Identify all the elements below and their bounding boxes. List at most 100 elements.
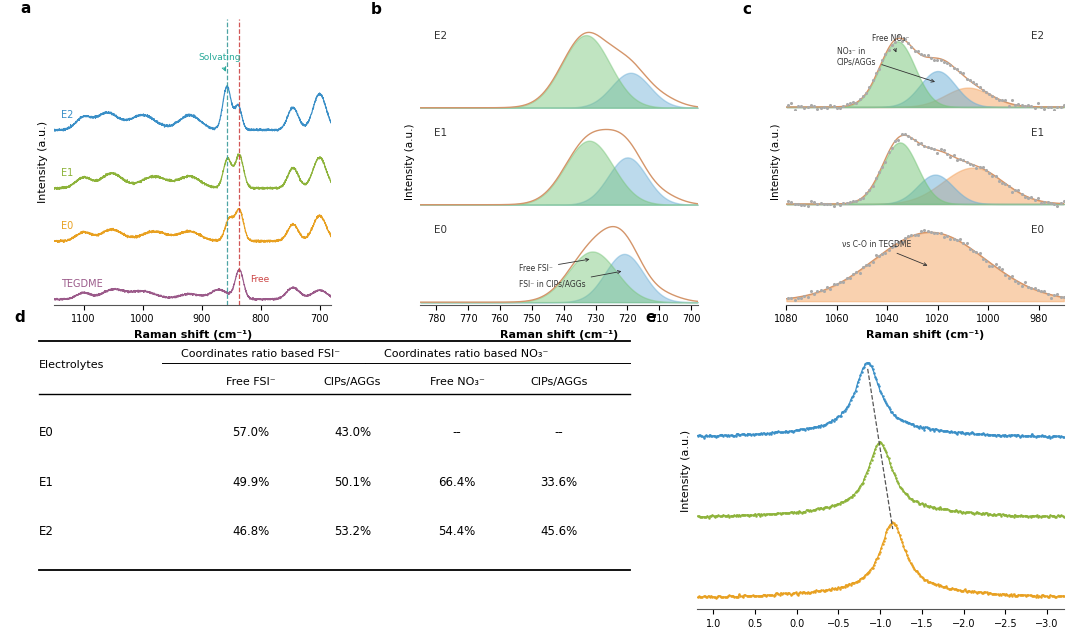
Point	[793, 293, 810, 303]
Text: E2: E2	[1031, 31, 1044, 41]
Point	[825, 279, 842, 289]
Point	[1026, 283, 1043, 293]
Point	[961, 75, 978, 85]
Point	[806, 289, 823, 299]
Point	[819, 103, 836, 113]
Point	[870, 251, 888, 261]
Point	[896, 129, 914, 139]
Point	[864, 181, 881, 191]
Text: a: a	[21, 1, 31, 16]
Point	[977, 87, 995, 97]
Point	[977, 256, 995, 266]
Point	[906, 46, 923, 57]
Point	[848, 97, 865, 107]
Text: FSI⁻ in CIPs/AGGs: FSI⁻ in CIPs/AGGs	[519, 271, 621, 289]
Text: Free FSI⁻: Free FSI⁻	[519, 258, 589, 273]
Point	[1029, 193, 1047, 203]
Point	[961, 244, 978, 254]
Point	[893, 129, 910, 139]
Text: c: c	[742, 3, 751, 17]
Point	[948, 155, 966, 165]
Point	[948, 235, 966, 245]
Text: 45.6%: 45.6%	[540, 525, 578, 538]
Point	[974, 163, 991, 173]
Y-axis label: Intensity (a.u.): Intensity (a.u.)	[771, 124, 781, 200]
Point	[802, 196, 820, 206]
Point	[984, 171, 1001, 181]
Point	[994, 95, 1011, 106]
Point	[880, 45, 897, 55]
Text: Free NO₃⁻: Free NO₃⁻	[873, 35, 909, 51]
Point	[968, 163, 985, 173]
Point	[984, 261, 1001, 271]
Text: e: e	[645, 310, 656, 325]
Point	[932, 227, 949, 237]
Text: --: --	[453, 426, 461, 439]
Point	[997, 95, 1014, 106]
Point	[877, 156, 894, 166]
Point	[1042, 293, 1059, 303]
Point	[783, 197, 800, 207]
Point	[1000, 180, 1017, 190]
Point	[948, 63, 966, 73]
Point	[997, 179, 1014, 189]
Point	[916, 50, 933, 60]
Point	[1013, 281, 1030, 291]
Point	[870, 64, 888, 74]
Point	[812, 198, 829, 208]
Text: CIPs/AGGs: CIPs/AGGs	[324, 377, 381, 387]
Point	[825, 101, 842, 111]
Point	[1026, 103, 1043, 113]
Text: NO₃⁻ in
CIPs/AGGs: NO₃⁻ in CIPs/AGGs	[837, 46, 934, 82]
Point	[832, 103, 849, 113]
Text: Coordinates ratio based NO₃⁻: Coordinates ratio based NO₃⁻	[384, 349, 549, 359]
Point	[968, 247, 985, 257]
Point	[958, 238, 975, 248]
Point	[851, 268, 868, 278]
Point	[874, 249, 891, 259]
Point	[819, 199, 836, 209]
Point	[971, 82, 988, 92]
Point	[926, 144, 943, 154]
Point	[890, 237, 907, 247]
Point	[929, 148, 946, 158]
Point	[942, 151, 959, 161]
Point	[1010, 278, 1027, 288]
Text: E1: E1	[1031, 128, 1044, 138]
Point	[854, 91, 872, 101]
Point	[913, 49, 930, 59]
Point	[981, 89, 998, 99]
Point	[945, 150, 962, 160]
Point	[786, 105, 804, 115]
Point	[1055, 291, 1072, 301]
Point	[819, 282, 836, 292]
Point	[990, 95, 1008, 105]
Point	[786, 295, 804, 305]
Point	[990, 176, 1008, 187]
Point	[887, 136, 904, 146]
Point	[964, 160, 982, 170]
Point	[1039, 102, 1056, 112]
Point	[1003, 187, 1021, 197]
Point	[1010, 99, 1027, 109]
Point	[1052, 292, 1069, 302]
Text: 50.1%: 50.1%	[334, 475, 372, 489]
Point	[864, 75, 881, 85]
Point	[935, 144, 953, 154]
Point	[955, 68, 972, 78]
Point	[974, 254, 991, 264]
Text: 54.4%: 54.4%	[438, 525, 476, 538]
Point	[789, 293, 807, 303]
Point	[867, 173, 885, 183]
Point	[841, 273, 859, 283]
Point	[955, 237, 972, 247]
Point	[971, 163, 988, 173]
Point	[815, 200, 833, 210]
Point	[858, 88, 875, 98]
X-axis label: Raman shift (cm⁻¹): Raman shift (cm⁻¹)	[134, 330, 252, 340]
Point	[1003, 95, 1021, 105]
X-axis label: Raman shift (cm⁻¹): Raman shift (cm⁻¹)	[500, 330, 618, 340]
Point	[922, 227, 940, 237]
Point	[913, 226, 930, 236]
Point	[1045, 290, 1063, 300]
